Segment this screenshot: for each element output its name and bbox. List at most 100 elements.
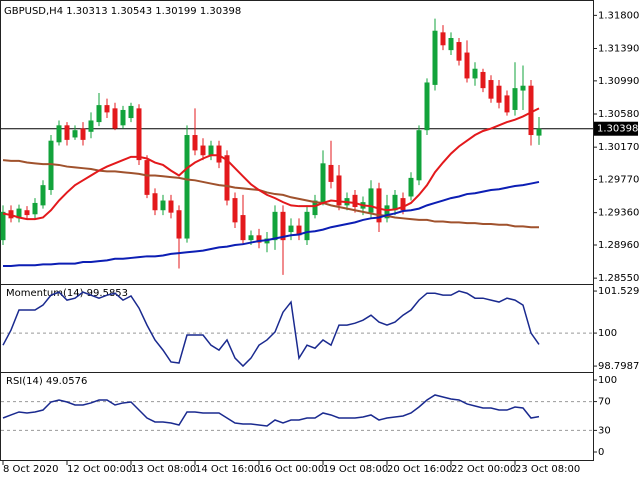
price-label-box	[594, 121, 638, 136]
candle-body	[200, 145, 206, 156]
candle-body	[424, 82, 430, 131]
y-tick-label: 1.31390	[598, 44, 639, 55]
candle-body	[136, 108, 142, 161]
candle-body	[128, 105, 134, 119]
candle-body	[304, 211, 310, 241]
y-tick-label: 1.28550	[598, 273, 639, 284]
candle-body	[408, 177, 414, 197]
candle-body	[232, 198, 238, 223]
candle-body	[352, 194, 358, 207]
price-label: 1.30398	[597, 124, 638, 135]
candle-body	[152, 193, 158, 211]
candle-body	[312, 200, 318, 216]
candle-body	[392, 194, 398, 211]
y-tick-label: 1.31800	[598, 10, 639, 21]
candle-body	[216, 145, 222, 163]
y-tick-label: 1.29770	[598, 175, 639, 186]
candle-body	[496, 85, 502, 103]
candle-body	[88, 120, 94, 132]
candle-body	[208, 145, 214, 156]
candle-body	[432, 30, 438, 85]
candle-body	[168, 200, 174, 213]
y-tick-label: 100	[598, 375, 617, 386]
candle-body	[248, 235, 254, 241]
y-tick-label: 98.7987	[598, 361, 639, 372]
candle-body	[480, 71, 486, 89]
candle-body	[48, 140, 54, 191]
y-tick-label: 1.28960	[598, 240, 639, 251]
candle-body	[448, 38, 454, 51]
candle-body	[368, 188, 374, 213]
candle-body	[520, 85, 526, 91]
candle-body	[120, 109, 126, 126]
candle-body	[112, 108, 118, 129]
candle-body	[192, 135, 198, 151]
x-tick-label: 22 Oct 00:00	[451, 464, 516, 475]
x-tick-label: 16 Oct 00:00	[259, 464, 324, 475]
candle-body	[32, 202, 38, 215]
panel-title: Momentum(14) 99.5853	[6, 288, 128, 299]
candle-body	[440, 32, 446, 46]
candle-body	[384, 205, 390, 219]
candle-body	[472, 68, 478, 79]
candle-body	[512, 88, 518, 110]
candle-body	[224, 155, 230, 201]
indicator-line	[2, 107, 540, 221]
candle-body	[376, 188, 382, 223]
candle-body	[16, 208, 22, 219]
candle-body	[296, 225, 302, 236]
x-tick-label: 23 Oct 08:00	[515, 464, 580, 475]
y-tick-label: 100	[598, 328, 617, 339]
candle-body	[24, 210, 30, 216]
candle-body	[96, 105, 102, 123]
candle-body	[144, 160, 150, 195]
chart-title: GBPUSD,H4 1.30313 1.30543 1.30199 1.3039…	[4, 6, 241, 17]
candle-body	[504, 95, 510, 113]
y-tick-label: 101.5297	[598, 286, 640, 297]
x-tick-label: 20 Oct 16:00	[387, 464, 452, 475]
candle-body	[416, 130, 422, 181]
candle-body	[464, 52, 470, 79]
y-tick-label: 70	[598, 397, 611, 408]
candle-body	[40, 185, 46, 206]
candle-body	[176, 210, 182, 239]
x-tick-label: 19 Oct 08:00	[323, 464, 388, 475]
candle-body	[256, 235, 262, 243]
candle-body	[320, 163, 326, 203]
candle-body	[272, 211, 278, 241]
candle-body	[456, 42, 462, 61]
indicator-line	[3, 180, 540, 268]
candle-body	[56, 125, 62, 143]
y-tick-label: 30	[598, 425, 611, 436]
candle-body	[336, 175, 342, 206]
indicator-line	[2, 290, 540, 368]
x-tick-label: 14 Oct 16:00	[195, 464, 260, 475]
candle-body	[288, 225, 294, 233]
candle-body	[160, 200, 166, 211]
candle-body	[72, 130, 78, 138]
y-tick-label: 1.30170	[598, 142, 639, 153]
y-tick-label: 0	[598, 447, 604, 458]
candle-body	[280, 211, 286, 241]
candle-body	[0, 211, 6, 241]
candle-body	[80, 128, 86, 140]
y-tick-label: 1.29360	[598, 208, 639, 219]
candle-body	[328, 164, 334, 182]
candle-body	[64, 125, 70, 140]
candle-body	[536, 128, 542, 136]
candle-body	[400, 198, 406, 211]
x-tick-label: 12 Oct 00:00	[67, 464, 132, 475]
indicator-line	[2, 159, 539, 229]
y-tick-label: 1.30990	[598, 76, 639, 87]
candle-body	[488, 80, 494, 99]
indicator-line	[2, 394, 540, 427]
candle-body	[528, 85, 534, 136]
y-tick-label: 1.30580	[598, 109, 639, 120]
candle-body	[104, 105, 110, 113]
candle-body	[240, 215, 246, 241]
x-tick-label: 8 Oct 2020	[3, 464, 58, 475]
panel-title: RSI(14) 49.0576	[6, 376, 87, 387]
candle-body	[184, 135, 190, 239]
